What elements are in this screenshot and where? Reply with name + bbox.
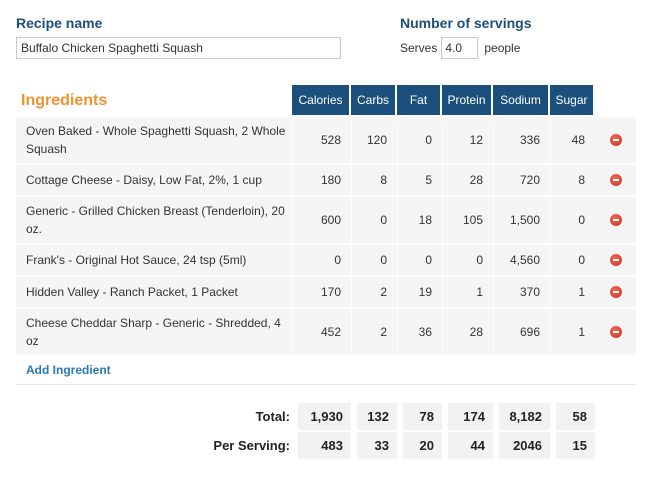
ingredient-row: Hidden Valley - Ranch Packet, 1 Packet 17… xyxy=(16,277,636,309)
cell-sugar: 1 xyxy=(550,277,593,307)
ingredient-name: Cottage Cheese - Daisy, Low Fat, 2%, 1 c… xyxy=(26,173,262,187)
column-header-carbs: Carbs xyxy=(351,85,395,115)
ingredient-row: Cheese Cheddar Sharp - Generic - Shredde… xyxy=(16,309,636,357)
cell-calories: 0 xyxy=(292,245,349,275)
cell-sodium: 696 xyxy=(493,309,548,355)
cell-carbs: 0 xyxy=(351,245,395,275)
ingredient-name: Generic - Grilled Chicken Breast (Tender… xyxy=(26,204,285,236)
ingredient-name: Oven Baked - Whole Spaghetti Squash, 2 W… xyxy=(26,124,286,156)
per-serving-calories: 483 xyxy=(298,432,351,459)
cell-fat: 36 xyxy=(397,309,440,355)
cell-carbs: 8 xyxy=(351,165,395,195)
cell-calories: 600 xyxy=(292,197,349,243)
ingredient-row: Cottage Cheese - Daisy, Low Fat, 2%, 1 c… xyxy=(16,165,636,197)
per-serving-sodium: 2046 xyxy=(499,432,550,459)
column-header-protein: Protein xyxy=(442,85,491,115)
cell-carbs: 120 xyxy=(351,117,395,163)
add-ingredient-link[interactable]: Add Ingredient xyxy=(26,363,111,377)
cell-fat: 18 xyxy=(397,197,440,243)
remove-ingredient-icon[interactable] xyxy=(610,326,622,338)
cell-sugar: 0 xyxy=(550,197,593,243)
ingredients-title: Ingredients xyxy=(21,92,108,109)
recipe-name-label: Recipe name xyxy=(16,15,103,31)
total-sugar: 58 xyxy=(556,403,595,430)
per-serving-carbs: 33 xyxy=(357,432,397,459)
cell-carbs: 2 xyxy=(351,277,395,307)
total-fat: 78 xyxy=(403,403,442,430)
total-sodium: 8,182 xyxy=(499,403,550,430)
column-header-calories: Calories xyxy=(292,85,349,115)
remove-ingredient-icon[interactable] xyxy=(610,134,622,146)
per-serving-protein: 44 xyxy=(448,432,493,459)
per-serving-sugar: 15 xyxy=(556,432,595,459)
cell-sugar: 48 xyxy=(550,117,593,163)
total-carbs: 132 xyxy=(357,403,397,430)
cell-sodium: 4,560 xyxy=(493,245,548,275)
servings-unit: people xyxy=(484,41,521,55)
cell-sugar: 1 xyxy=(550,309,593,355)
cell-sodium: 1,500 xyxy=(493,197,548,243)
remove-ingredient-icon[interactable] xyxy=(610,174,622,186)
cell-sodium: 336 xyxy=(493,117,548,163)
cell-sodium: 720 xyxy=(493,165,548,195)
servings-row: Serves people xyxy=(400,37,520,59)
cell-fat: 19 xyxy=(397,277,440,307)
cell-protein: 28 xyxy=(442,309,491,355)
per-serving-label: Per Serving: xyxy=(213,438,290,453)
cell-fat: 0 xyxy=(397,245,440,275)
servings-input[interactable] xyxy=(441,37,479,59)
remove-ingredient-icon[interactable] xyxy=(610,254,622,266)
remove-ingredient-icon[interactable] xyxy=(610,214,622,226)
cell-carbs: 0 xyxy=(351,197,395,243)
ingredient-name: Hidden Valley - Ranch Packet, 1 Packet xyxy=(26,285,238,299)
cell-sugar: 8 xyxy=(550,165,593,195)
cell-protein: 1 xyxy=(442,277,491,307)
recipe-name-input[interactable] xyxy=(16,37,341,59)
servings-label: Number of servings xyxy=(400,15,532,31)
per-serving-fat: 20 xyxy=(403,432,442,459)
cell-calories: 180 xyxy=(292,165,349,195)
cell-protein: 12 xyxy=(442,117,491,163)
total-label: Total: xyxy=(255,409,290,424)
cell-sodium: 370 xyxy=(493,277,548,307)
total-calories: 1,930 xyxy=(298,403,351,430)
cell-fat: 5 xyxy=(397,165,440,195)
column-header-sodium: Sodium xyxy=(493,85,548,115)
cell-sugar: 0 xyxy=(550,245,593,275)
divider xyxy=(16,384,636,385)
ingredient-table: Oven Baked - Whole Spaghetti Squash, 2 W… xyxy=(16,117,636,357)
cell-protein: 105 xyxy=(442,197,491,243)
ingredient-name: Frank's - Original Hot Sauce, 24 tsp (5m… xyxy=(26,253,247,267)
remove-ingredient-icon[interactable] xyxy=(610,286,622,298)
ingredient-row: Frank's - Original Hot Sauce, 24 tsp (5m… xyxy=(16,245,636,277)
cell-protein: 0 xyxy=(442,245,491,275)
total-protein: 174 xyxy=(448,403,493,430)
serves-text: Serves xyxy=(400,41,438,55)
ingredient-row: Oven Baked - Whole Spaghetti Squash, 2 W… xyxy=(16,117,636,165)
ingredient-name: Cheese Cheddar Sharp - Generic - Shredde… xyxy=(26,316,281,348)
column-header-fat: Fat xyxy=(397,85,440,115)
cell-carbs: 2 xyxy=(351,309,395,355)
cell-calories: 170 xyxy=(292,277,349,307)
cell-calories: 528 xyxy=(292,117,349,163)
cell-calories: 452 xyxy=(292,309,349,355)
ingredient-row: Generic - Grilled Chicken Breast (Tender… xyxy=(16,197,636,245)
cell-protein: 28 xyxy=(442,165,491,195)
column-header-sugar: Sugar xyxy=(550,85,593,115)
cell-fat: 0 xyxy=(397,117,440,163)
